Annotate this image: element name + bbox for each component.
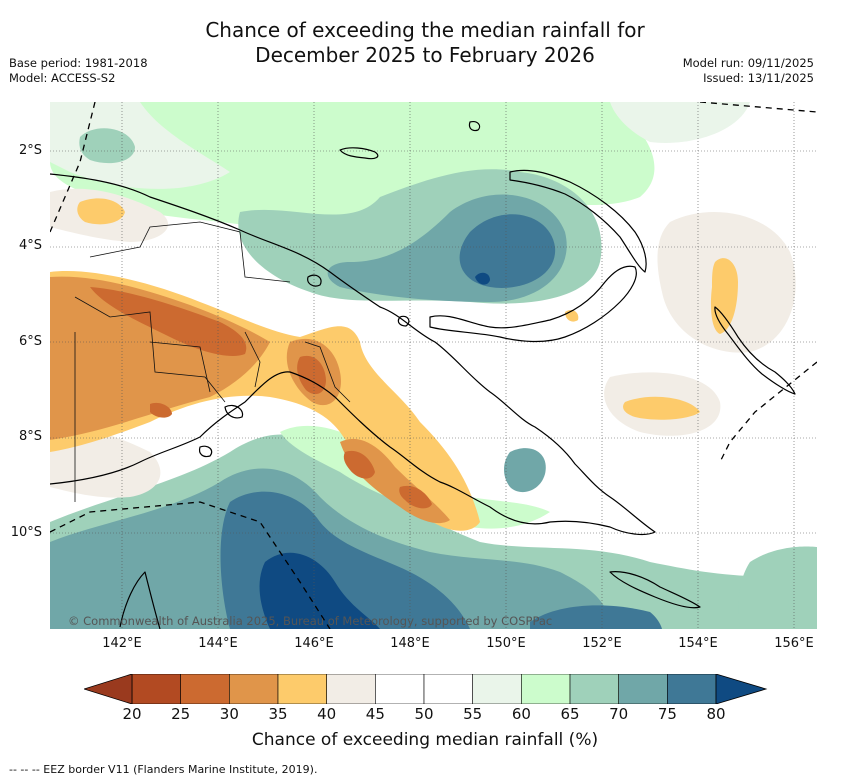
colorbar-cell	[472, 674, 522, 704]
zone-teal-east	[738, 546, 817, 629]
zone-lightorange-ne	[710, 258, 738, 334]
base-period: Base period: 1981-2018	[9, 56, 148, 70]
zone-darkblue-north	[475, 272, 490, 285]
colorbar-cell	[569, 674, 619, 704]
lon-label-142e: 142°E	[102, 636, 142, 651]
lon-label-146e: 146°E	[294, 636, 334, 651]
lat-label-6s: 6°S	[18, 334, 42, 349]
colorbar-tick-label: 75	[657, 705, 677, 723]
colorbar-cell	[375, 674, 425, 704]
lon-label-150e: 150°E	[486, 636, 526, 651]
coast-new-britain	[429, 265, 637, 343]
zone-teal-mid-gulf	[504, 448, 546, 493]
zone-orange-west	[50, 276, 270, 440]
colorbar-tick-label: 35	[268, 705, 288, 723]
colorbar-cell	[521, 674, 571, 704]
coast-new-ireland	[509, 169, 647, 273]
zone-lightorange-east	[623, 396, 700, 420]
lon-label-154e: 154°E	[678, 636, 718, 651]
eez-borders	[50, 102, 817, 629]
colorbar	[84, 674, 768, 704]
colorbar-tick-label: 30	[219, 705, 239, 723]
colorbar-tick-label: 70	[609, 705, 629, 723]
coast-islands-n	[307, 121, 481, 327]
title-line-2: December 2025 to February 2026	[255, 43, 595, 67]
colorbar-cell	[423, 674, 473, 704]
map-title: Chance of exceeding the median rainfall …	[0, 18, 850, 68]
model-run: Model run: 09/11/2025	[682, 56, 814, 70]
colorbar-tick-label: 55	[463, 705, 483, 723]
zone-blue-north	[459, 214, 556, 288]
colorbar-cell	[667, 674, 717, 704]
coast-manus	[339, 147, 379, 160]
colorbar-tick-label: 40	[317, 705, 337, 723]
colorbar-cell	[618, 674, 668, 704]
lon-label-156e: 156°E	[774, 636, 814, 651]
coast-new-guinea	[50, 173, 656, 536]
meta-right: Model run: 09/11/2025 Issued: 13/11/2025	[683, 56, 814, 86]
coast-torres-strait	[198, 404, 244, 458]
graticule	[50, 102, 817, 629]
lon-label-152e: 152°E	[582, 636, 622, 651]
rainfall-map: © Commonwealth of Australia 2025, Bureau…	[50, 102, 817, 629]
lat-label-4s: 4°S	[18, 238, 42, 253]
zone-darkorange-west-2	[150, 402, 172, 418]
zone-blue-south-east	[530, 605, 662, 629]
lon-label-144e: 144°E	[198, 636, 238, 651]
colorbar-under-arrow	[84, 674, 133, 704]
colorbar-cell	[180, 674, 230, 704]
colorbar-tick-label: 50	[414, 705, 434, 723]
copyright-credit: © Commonwealth of Australia 2025, Bureau…	[68, 614, 552, 628]
model-name: Model: ACCESS-S2	[9, 71, 116, 85]
colorbar-cell	[131, 674, 181, 704]
colorbar-tick-label: 45	[365, 705, 385, 723]
colorbar-cell	[277, 674, 327, 704]
zone-pale-green-ne	[610, 102, 750, 143]
colorbar-tick-label: 80	[706, 705, 726, 723]
coast-cape-york	[119, 571, 161, 629]
lat-label-10s: 10°S	[10, 525, 42, 540]
zone-darkorange-west	[90, 287, 247, 357]
coast-bougainville	[714, 306, 796, 395]
zone-darkorange-southeast-2	[399, 485, 432, 509]
lat-label-2s: 2°S	[18, 143, 42, 158]
zone-darkblue-south	[259, 552, 380, 629]
colorbar-tick-label: 65	[560, 705, 580, 723]
issued-date: Issued: 13/11/2025	[703, 71, 814, 85]
colorbar-label: Chance of exceeding median rainfall (%)	[251, 730, 599, 750]
colorbar-tick-label: 25	[171, 705, 191, 723]
zone-light-green-north	[50, 102, 655, 238]
coast-louisiade	[609, 571, 701, 609]
colorbar-cells	[131, 674, 717, 704]
coastlines	[50, 121, 796, 629]
colorbar-tick-label: 20	[122, 705, 142, 723]
lon-label-148e: 148°E	[390, 636, 430, 651]
zone-lightorange-nw	[77, 198, 125, 225]
colorbar-cell	[229, 674, 279, 704]
colorbar-over-arrow	[715, 674, 768, 704]
colorbar-tick-label: 60	[511, 705, 531, 723]
province-borders	[74, 221, 351, 502]
zone-teal-nw	[79, 128, 135, 164]
colorbar-cell	[326, 674, 376, 704]
eez-footnote: -- -- -- EEZ border V11 (Flanders Marine…	[9, 763, 318, 776]
zone-darkorange-southeast	[343, 450, 375, 479]
lat-label-8s: 8°S	[18, 429, 42, 444]
title-line-1: Chance of exceeding the median rainfall …	[205, 18, 645, 42]
zone-pale-green-north	[50, 102, 230, 189]
meta-left: Base period: 1981-2018 Model: ACCESS-S2	[9, 56, 148, 86]
